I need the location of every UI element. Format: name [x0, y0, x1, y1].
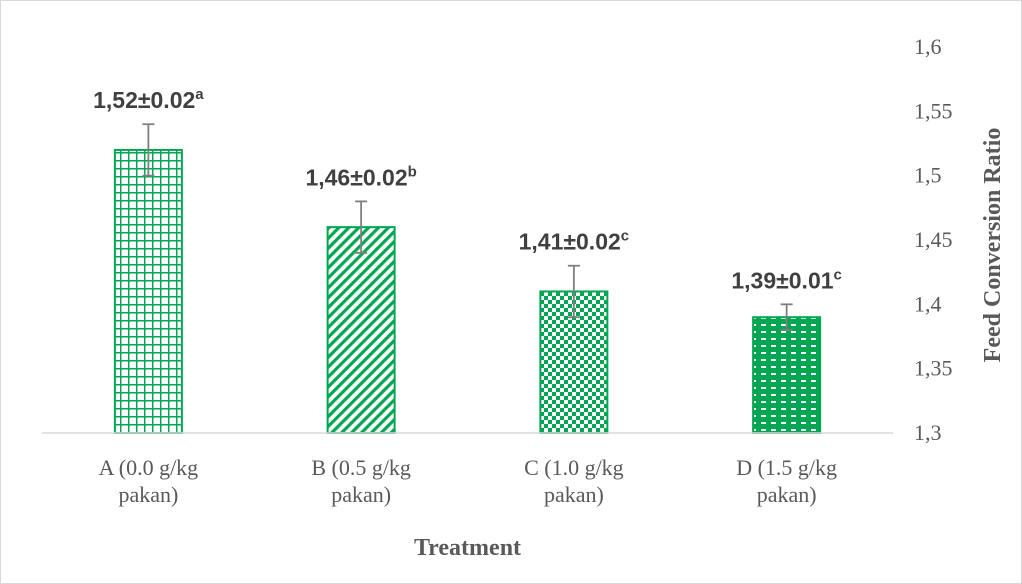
- x-category-label: A (0.0 g/kg pakan): [99, 455, 199, 507]
- error-bar-c: [567, 264, 580, 319]
- x-axis-title: Treatment: [414, 535, 521, 561]
- bar-d: [752, 316, 822, 435]
- x-category-label: C (1.0 g/kg pakan): [524, 455, 624, 507]
- y-tick-label: 1,6: [914, 34, 942, 59]
- bar-a: [113, 148, 183, 435]
- y-tick-label: 1,45: [914, 227, 953, 252]
- error-bar-a: [142, 123, 155, 177]
- error-bar-b: [355, 200, 368, 254]
- error-bars-layer: [142, 123, 793, 331]
- bar-c: [539, 290, 609, 435]
- data-label-a: 1,52±0.02a: [93, 86, 204, 113]
- x-category-labels: A (0.0 g/kg pakan) B (0.5 g/kg pakan) C (1.0…: [99, 455, 837, 507]
- data-label-c: 1,41±0.02c: [519, 228, 630, 255]
- y-axis-title: Feed Conversion Ratio: [980, 128, 1006, 363]
- bar-b: [326, 226, 396, 434]
- y-tick-label: 1,4: [914, 291, 942, 316]
- x-category-label: D (1.5 g/kg pakan): [736, 455, 837, 507]
- y-tick-label: 1,35: [914, 356, 953, 381]
- data-label-b: 1,46±0.02b: [305, 163, 416, 190]
- y-tick-label: 1,3: [914, 420, 942, 445]
- y-tick-label: 1,55: [914, 98, 953, 123]
- data-labels: 1,52±0.02a 1,46±0.02b 1,41±0.02c 1,39±0.01c: [93, 86, 842, 293]
- error-bar-d: [780, 303, 793, 331]
- x-category-label: B (0.5 g/kg pakan): [311, 455, 411, 507]
- data-label-d: 1,39±0.01c: [731, 266, 842, 293]
- y-tick-label: 1,5: [914, 163, 942, 188]
- y-tick-labels: 1,3 1,35 1,4 1,45 1,5 1,55 1,6: [914, 34, 953, 445]
